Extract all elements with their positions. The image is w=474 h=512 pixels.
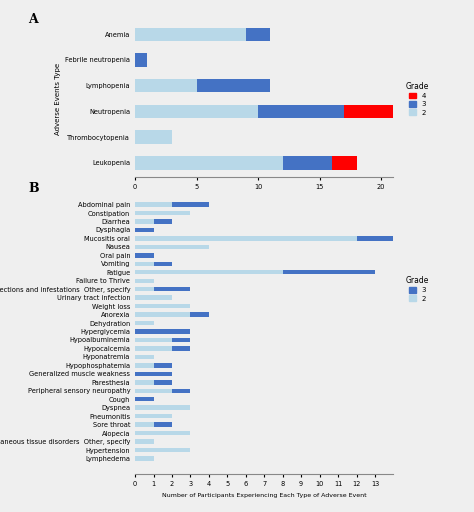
Bar (135, 380, 154, 385)
Bar (135, 245, 209, 249)
Bar (135, 228, 154, 232)
Bar (154, 380, 172, 385)
Y-axis label: Adverse Events Type: Adverse Events Type (55, 62, 61, 135)
Bar (135, 414, 172, 418)
Bar (135, 105, 258, 118)
Bar (172, 346, 191, 351)
Bar (135, 346, 172, 351)
Bar (135, 422, 154, 427)
Bar (135, 389, 172, 393)
Bar (197, 79, 270, 92)
Bar (135, 406, 191, 410)
Bar (283, 156, 332, 169)
Bar (135, 295, 172, 300)
Bar (191, 312, 209, 317)
Text: B: B (28, 182, 39, 195)
Bar (258, 105, 344, 118)
Bar (135, 270, 283, 274)
Bar (135, 456, 154, 461)
Bar (135, 439, 154, 444)
Bar (154, 219, 172, 224)
Bar (154, 422, 172, 427)
Bar (172, 338, 191, 342)
Bar (135, 236, 356, 241)
Bar (344, 105, 393, 118)
Bar (135, 219, 154, 224)
Legend: 4, 3, 2: 4, 3, 2 (405, 80, 431, 117)
Bar (135, 262, 154, 266)
Bar (135, 202, 172, 207)
Text: A: A (28, 13, 38, 26)
Legend: 3, 2: 3, 2 (405, 274, 431, 303)
Bar (135, 329, 191, 334)
Bar (135, 363, 154, 368)
Bar (154, 287, 191, 291)
Bar (135, 304, 191, 308)
Bar (135, 79, 197, 92)
Bar (283, 270, 375, 274)
Bar (135, 211, 191, 215)
Bar (135, 448, 191, 452)
Bar (172, 202, 209, 207)
Bar (135, 372, 172, 376)
Bar (135, 156, 283, 169)
X-axis label: Number of Participants Experiencing Each Type of Adverse Event: Number of Participants Experiencing Each… (162, 196, 366, 201)
Bar (154, 363, 172, 368)
Bar (135, 253, 154, 258)
Bar (135, 28, 246, 41)
Bar (135, 53, 147, 67)
Bar (135, 355, 154, 359)
Bar (135, 431, 191, 435)
Bar (172, 389, 191, 393)
Bar (356, 236, 449, 241)
Bar (246, 28, 270, 41)
Bar (135, 287, 154, 291)
X-axis label: Number of Participants Experiencing Each Type of Adverse Event: Number of Participants Experiencing Each… (162, 493, 366, 498)
Bar (135, 131, 172, 144)
Bar (135, 321, 154, 325)
Bar (332, 156, 356, 169)
Bar (135, 279, 154, 283)
Bar (135, 312, 191, 317)
Bar (135, 397, 154, 401)
Bar (135, 338, 172, 342)
Bar (154, 262, 172, 266)
